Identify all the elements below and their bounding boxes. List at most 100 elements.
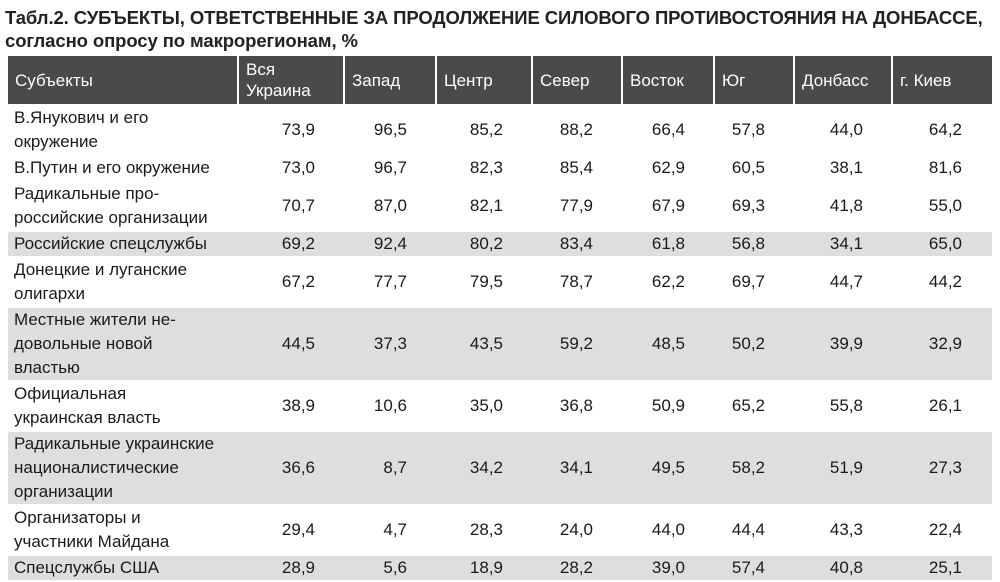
row-value-cell: 51,9 <box>795 432 893 506</box>
row-value-cell: 43,5 <box>437 308 533 382</box>
row-value-cell: 43,3 <box>795 506 893 556</box>
row-subject-label-line: Российские спецслужбы <box>14 234 207 253</box>
row-value-cell: 73,9 <box>239 106 345 156</box>
table-row: Радикальные про-российские организации 70… <box>8 182 992 232</box>
row-value-cell: 73,0 <box>239 156 345 182</box>
row-value-cell: 36,8 <box>533 382 623 432</box>
row-value-cell: 34,1 <box>795 232 893 258</box>
row-value-cell: 50,2 <box>715 308 795 382</box>
row-subject-label-line: российские организации <box>14 208 208 227</box>
row-value-cell: 62,2 <box>623 258 715 308</box>
row-value-cell: 38,1 <box>795 156 893 182</box>
row-value-cell: 59,2 <box>533 308 623 382</box>
row-value-cell: 44,5 <box>239 308 345 382</box>
row-value-cell: 37,3 <box>345 308 437 382</box>
row-subject-cell: Спецслужбы США <box>8 556 239 582</box>
row-value-cell: 40,8 <box>795 556 893 582</box>
row-value-cell: 5,6 <box>345 556 437 582</box>
table-body: В.Янукович и его окружение 73,9 96,5 85,2 88,… <box>8 106 992 582</box>
row-subject-label-line: довольные новой <box>14 334 153 353</box>
row-value-cell: 24,0 <box>533 506 623 556</box>
column-header-west: Запад <box>345 56 437 106</box>
row-value-cell: 85,4 <box>533 156 623 182</box>
row-subject-label-line: Донецкие и луганские <box>14 260 188 279</box>
row-value-cell: 8,7 <box>345 432 437 506</box>
row-value-cell: 92,4 <box>345 232 437 258</box>
row-value-cell: 65,0 <box>893 232 992 258</box>
table-title: Табл.2. СУБЪЕКТЫ, ОТВЕТСТВЕННЫЕ ЗА ПРОДО… <box>5 6 995 52</box>
row-value-cell: 56,8 <box>715 232 795 258</box>
column-header-north: Север <box>533 56 623 106</box>
row-value-cell: 81,6 <box>893 156 992 182</box>
row-subject-label-line: властью <box>14 358 80 377</box>
row-value-cell: 69,7 <box>715 258 795 308</box>
row-value-cell: 36,6 <box>239 432 345 506</box>
row-value-cell: 34,1 <box>533 432 623 506</box>
row-value-cell: 44,0 <box>795 106 893 156</box>
row-subject-cell: Донецкие и луганские олигархи <box>8 258 239 308</box>
row-value-cell: 69,3 <box>715 182 795 232</box>
row-value-cell: 10,6 <box>345 382 437 432</box>
survey-table: Субъекты Вся Украина Запад Центр Север В… <box>8 56 992 582</box>
row-value-cell: 77,7 <box>345 258 437 308</box>
row-subject-label-line: националистические <box>14 458 179 477</box>
row-value-cell: 80,2 <box>437 232 533 258</box>
row-subject-cell: Радикальные украинские националистические… <box>8 432 239 506</box>
survey-table-container: Субъекты Вся Украина Запад Центр Север В… <box>8 56 992 582</box>
row-value-cell: 61,8 <box>623 232 715 258</box>
column-header-all-ukraine-line2: Украина <box>246 81 311 100</box>
row-subject-cell: Радикальные про-российские организации <box>8 182 239 232</box>
row-subject-label-line: участники Майдана <box>14 532 170 551</box>
row-value-cell: 82,3 <box>437 156 533 182</box>
row-value-cell: 55,0 <box>893 182 992 232</box>
row-value-cell: 18,9 <box>437 556 533 582</box>
row-subject-label-line: Местные жители не- <box>14 310 176 329</box>
row-value-cell: 82,1 <box>437 182 533 232</box>
table-row: Местные жители не-довольные новой властью… <box>8 308 992 382</box>
row-value-cell: 67,2 <box>239 258 345 308</box>
row-subject-cell: Официальная украинская власть <box>8 382 239 432</box>
row-value-cell: 96,5 <box>345 106 437 156</box>
row-value-cell: 64,2 <box>893 106 992 156</box>
row-subject-cell: В.Янукович и его окружение <box>8 106 239 156</box>
row-subject-label-line: украинская власть <box>14 408 161 427</box>
table-title-line1: Табл.2. СУБЪЕКТЫ, ОТВЕТСТВЕННЫЕ ЗА ПРОДО… <box>5 7 983 28</box>
row-value-cell: 27,3 <box>893 432 992 506</box>
row-value-cell: 67,9 <box>623 182 715 232</box>
row-value-cell: 29,4 <box>239 506 345 556</box>
row-subject-label-line: Радикальные про- <box>14 184 160 203</box>
row-value-cell: 58,2 <box>715 432 795 506</box>
row-value-cell: 79,5 <box>437 258 533 308</box>
column-header-donbass: Донбасс <box>795 56 893 106</box>
row-value-cell: 38,9 <box>239 382 345 432</box>
row-subject-label-line: В.Янукович и его <box>14 108 149 127</box>
row-value-cell: 85,2 <box>437 106 533 156</box>
row-value-cell: 69,2 <box>239 232 345 258</box>
row-value-cell: 41,8 <box>795 182 893 232</box>
table-title-line2: согласно опросу по макрорегионам, % <box>5 30 358 51</box>
row-value-cell: 28,9 <box>239 556 345 582</box>
row-value-cell: 44,4 <box>715 506 795 556</box>
table-row: Официальная украинская власть 38,9 10,6 35,0… <box>8 382 992 432</box>
row-value-cell: 32,9 <box>893 308 992 382</box>
row-subject-label-line: олигархи <box>14 284 86 303</box>
row-value-cell: 44,2 <box>893 258 992 308</box>
table-row: Донецкие и луганские олигархи 67,2 77,7 79,5… <box>8 258 992 308</box>
row-value-cell: 39,9 <box>795 308 893 382</box>
row-subject-cell: Российские спецслужбы <box>8 232 239 258</box>
row-value-cell: 78,7 <box>533 258 623 308</box>
table-row: Радикальные украинские националистические… <box>8 432 992 506</box>
row-value-cell: 60,5 <box>715 156 795 182</box>
row-subject-cell: Организаторы и участники Майдана <box>8 506 239 556</box>
row-value-cell: 66,4 <box>623 106 715 156</box>
row-subject-label-line: В.Путин и его окружение <box>14 158 210 177</box>
row-value-cell: 28,3 <box>437 506 533 556</box>
row-subject-label-line: Официальная <box>14 384 127 403</box>
row-subject-cell: В.Путин и его окружение <box>8 156 239 182</box>
table-row: Российские спецслужбы 69,2 92,4 80,2 83,4 61,… <box>8 232 992 258</box>
row-value-cell: 57,4 <box>715 556 795 582</box>
table-row: В.Янукович и его окружение 73,9 96,5 85,2 88,… <box>8 106 992 156</box>
row-value-cell: 49,5 <box>623 432 715 506</box>
row-value-cell: 96,7 <box>345 156 437 182</box>
row-value-cell: 28,2 <box>533 556 623 582</box>
